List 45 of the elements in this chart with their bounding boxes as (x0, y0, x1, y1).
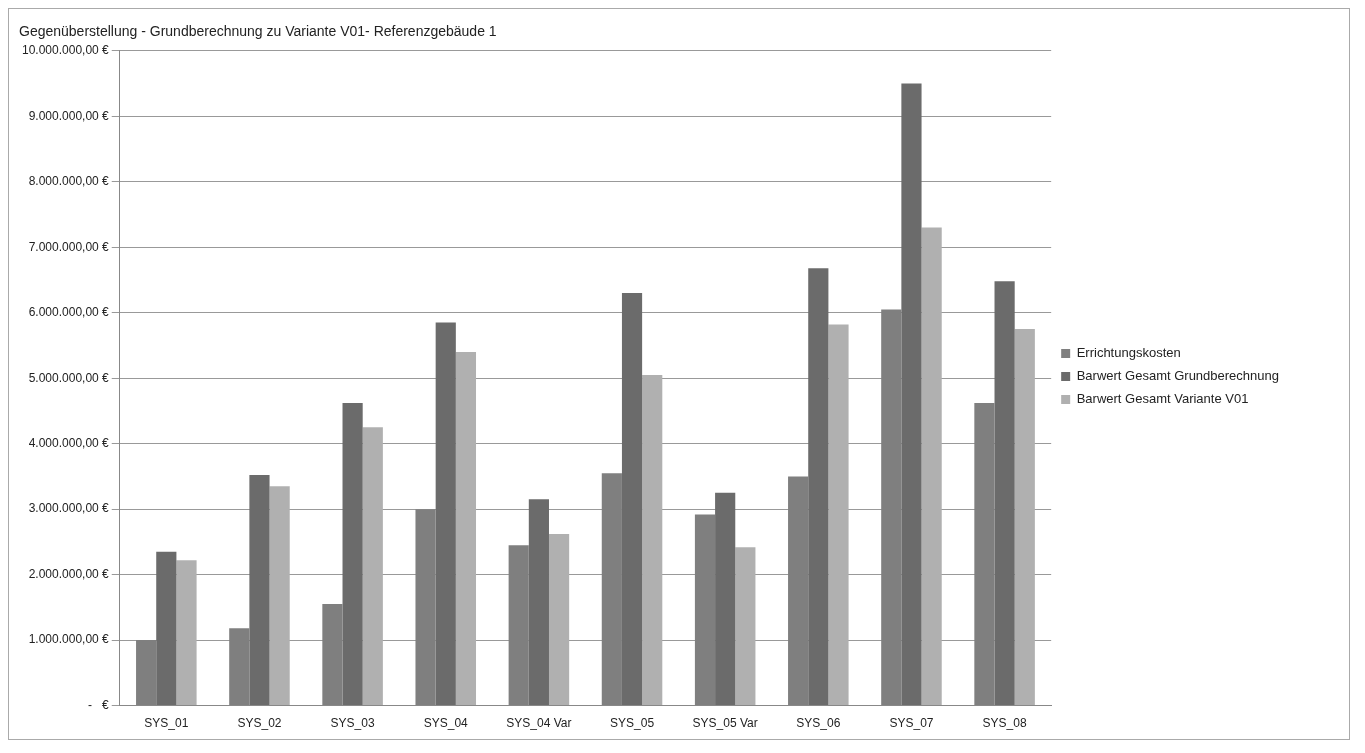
x-tick-label: SYS_05 Var (692, 716, 758, 731)
legend-label: Errichtungskosten (1076, 345, 1181, 361)
y-tick-label: 9.000.000,00 € (28, 108, 110, 123)
bar (342, 403, 363, 706)
x-tick-label: SYS_03 (330, 716, 375, 731)
legend-label: Barwert Gesamt Variante V01 (1076, 391, 1249, 407)
x-tick-label: SYS_04 (423, 716, 469, 731)
x-tick-label: SYS_07 (889, 716, 934, 731)
bar (828, 324, 849, 706)
bar (1014, 329, 1035, 706)
y-tick-label: 1.000.000,00 € (28, 632, 110, 647)
y-tick-label: 5.000.000,00 € (28, 370, 110, 385)
bar (921, 227, 942, 706)
bar (176, 560, 197, 706)
bar (715, 492, 736, 706)
bar (249, 475, 270, 706)
x-tick-label: SYS_01 (144, 716, 189, 731)
x-tick-label: SYS_04 Var (506, 716, 572, 731)
bar (269, 486, 290, 706)
x-tick-label: SYS_02 (237, 716, 282, 731)
bar (901, 83, 922, 706)
bar (455, 352, 477, 706)
bar (362, 427, 383, 706)
bar (548, 534, 570, 706)
bar (994, 281, 1015, 706)
bar (642, 374, 663, 706)
y-tick-label: 4.000.000,00 € (28, 435, 110, 450)
x-tick-label: SYS_08 (982, 716, 1027, 731)
x-tick-label: SYS_05 (610, 716, 655, 731)
bar (528, 499, 549, 706)
legend-label: Barwert Gesamt Grundberechnung (1076, 368, 1279, 384)
y-tick-label: 6.000.000,00 € (28, 305, 110, 320)
y-tick-label: 10.000.000,00 € (22, 43, 110, 58)
bar (808, 268, 829, 706)
bar (735, 547, 756, 706)
chart-title: Gegenüberstellung - Grundberechnung zu Variante V01- Referenzgebäude 1 (19, 23, 497, 40)
bar (621, 293, 643, 706)
y-tick-label: 7.000.000,00 € (28, 239, 110, 254)
bar (156, 551, 177, 706)
y-tick-label: 8.000.000,00 € (28, 174, 110, 189)
y-tick-label: 2.000.000,00 € (28, 566, 110, 581)
y-tick-label: 3.000.000,00 € (28, 501, 110, 516)
bar (435, 322, 456, 706)
x-tick-label: SYS_06 (796, 716, 841, 731)
y-tick-label: - € (88, 697, 110, 712)
